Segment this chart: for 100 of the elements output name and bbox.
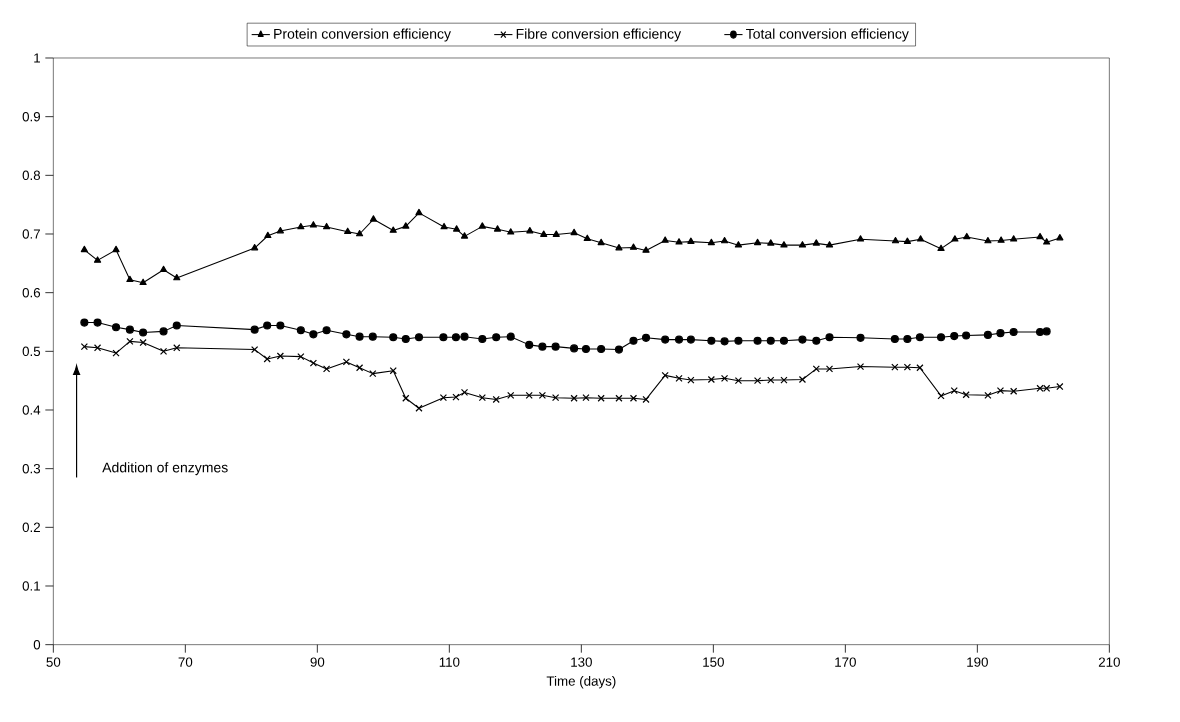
point — [687, 237, 695, 244]
point — [951, 235, 959, 242]
point — [538, 342, 547, 351]
point — [570, 394, 578, 402]
point — [452, 393, 460, 401]
point — [296, 326, 305, 335]
x-axis-title: Time (days) — [546, 675, 616, 689]
point — [525, 391, 533, 399]
point — [734, 336, 743, 345]
point — [440, 222, 448, 230]
point — [551, 342, 560, 351]
point — [552, 230, 560, 237]
point — [720, 337, 729, 346]
y-tick-label: 0.5 — [22, 346, 41, 357]
point — [251, 345, 259, 354]
point — [856, 333, 865, 342]
point — [753, 336, 762, 345]
point — [642, 246, 650, 253]
point — [753, 238, 762, 246]
x-tick-label: 50 — [46, 657, 61, 667]
y-tick-label: 0.1 — [22, 581, 40, 591]
point — [1056, 234, 1064, 241]
point — [707, 375, 715, 384]
point — [415, 404, 423, 412]
x-tick-label: 170 — [835, 657, 856, 667]
point — [996, 329, 1005, 338]
point — [493, 225, 502, 232]
point — [629, 336, 638, 345]
point — [915, 333, 924, 342]
point — [582, 394, 590, 402]
point — [916, 235, 925, 242]
point — [734, 241, 743, 248]
point — [540, 230, 548, 237]
point — [355, 364, 364, 372]
point — [526, 227, 534, 234]
point — [798, 241, 807, 248]
point — [159, 265, 168, 273]
point — [629, 394, 638, 402]
point — [112, 245, 120, 253]
point — [451, 333, 461, 342]
point — [414, 333, 424, 342]
y-tick-label: 0.8 — [22, 170, 41, 181]
point — [812, 239, 820, 246]
point — [903, 363, 911, 371]
point — [297, 353, 305, 361]
point — [322, 222, 331, 230]
point — [963, 232, 971, 240]
point — [264, 231, 272, 239]
point — [570, 228, 578, 236]
point — [1010, 235, 1018, 242]
point — [297, 222, 305, 230]
y-tick-label: 1 — [34, 53, 40, 63]
x-tick-label: 130 — [571, 657, 592, 667]
point — [581, 344, 591, 354]
point — [355, 332, 364, 341]
point — [984, 391, 992, 399]
point — [492, 395, 500, 404]
point — [389, 226, 397, 233]
point — [615, 394, 623, 402]
legend-label: Fibre conversion efficiency — [516, 28, 682, 42]
point — [856, 235, 865, 242]
point — [641, 333, 651, 342]
point — [983, 330, 992, 339]
point — [583, 234, 591, 242]
point — [1036, 232, 1044, 240]
point — [401, 334, 410, 344]
point — [812, 365, 820, 373]
y-tick-label: 0.2 — [22, 522, 40, 533]
point — [687, 376, 695, 384]
point — [478, 334, 487, 344]
point — [263, 355, 271, 363]
y-tick-label: 0.3 — [22, 463, 41, 474]
point — [276, 227, 284, 234]
point — [80, 318, 89, 327]
point — [950, 387, 958, 395]
point — [825, 365, 834, 373]
point — [342, 358, 350, 366]
point — [1043, 238, 1051, 245]
point — [276, 321, 285, 330]
point — [159, 327, 168, 336]
point — [453, 225, 461, 232]
x-tick-label: 90 — [310, 657, 325, 667]
point — [615, 244, 623, 251]
x-tick-label: 210 — [1098, 657, 1120, 667]
point — [903, 237, 911, 244]
point — [342, 330, 351, 339]
point — [172, 321, 181, 330]
point — [506, 332, 515, 341]
point — [173, 273, 181, 281]
point — [139, 328, 148, 337]
point — [1035, 327, 1045, 337]
point — [250, 325, 259, 334]
point — [439, 333, 448, 342]
point — [1009, 327, 1018, 337]
y-tick-label: 0.6 — [22, 287, 41, 298]
x-tick-label: 190 — [967, 657, 988, 667]
point — [368, 332, 377, 341]
point — [674, 335, 684, 344]
point — [962, 391, 970, 399]
point — [126, 275, 134, 283]
